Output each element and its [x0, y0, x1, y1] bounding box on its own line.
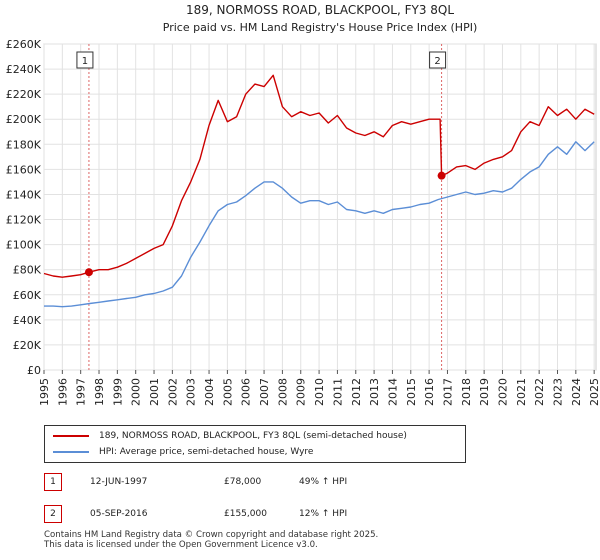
x-tick-label: 2025 [588, 378, 600, 406]
gridlines [43, 43, 596, 371]
x-tick-label: 2003 [185, 378, 198, 406]
y-tick-label: £160K [6, 163, 42, 176]
x-tick-label: 2006 [240, 378, 253, 406]
y-tick-label: £60K [13, 289, 42, 302]
y-tick-label: £260K [6, 38, 42, 51]
property-price-line [43, 74, 595, 278]
x-tick-label: 1998 [93, 378, 106, 406]
x-tick-label: 2020 [496, 378, 509, 406]
sale-point [84, 268, 93, 277]
x-tick-label: 1995 [38, 378, 51, 406]
x-tick-label: 2007 [258, 378, 271, 406]
marker-badge [429, 51, 447, 69]
y-tick-label: £20K [13, 339, 42, 352]
x-tick-label: 2022 [533, 378, 546, 406]
plot-frame [43, 43, 597, 371]
footer: Contains HM Land Registry data © Crown c… [44, 530, 378, 550]
y-tick-label: £240K [6, 63, 42, 76]
x-tick-label: 1997 [75, 378, 88, 406]
transaction-date: 05-SEP-2016 [90, 509, 148, 519]
x-tick-label: 2000 [130, 378, 143, 406]
footer-line-2: This data is licensed under the Open Gov… [44, 540, 318, 550]
x-axis: 1995 1996 1997 1998 1999 2000 2001 2002 2003 2004… [38, 370, 600, 406]
x-tick-label: 2016 [423, 378, 436, 406]
x-tick-label: 2024 [570, 378, 583, 406]
x-tick-label: 2004 [203, 378, 216, 406]
transaction-date: 12-JUN-1997 [90, 477, 148, 487]
x-tick-label: 2005 [221, 378, 234, 406]
y-axis: £0 £20K £40K £60K £80K £100K £120K £140K £160K £1… [6, 38, 42, 377]
legend: 189, NORMOSS ROAD, BLACKPOOL, FY3 8QL (s… [44, 425, 466, 463]
y-tick-label: £220K [6, 88, 42, 101]
legend-item-property: 189, NORMOSS ROAD, BLACKPOOL, FY3 8QL (s… [53, 428, 407, 444]
legend-swatch-blue [53, 450, 89, 453]
x-tick-label: 2015 [405, 378, 418, 406]
marker-badge-label: 2 [434, 56, 440, 67]
legend-swatch-red [53, 434, 89, 437]
x-tick-label: 2012 [350, 378, 363, 406]
legend-label-property: 189, NORMOSS ROAD, BLACKPOOL, FY3 8QL (s… [99, 431, 407, 441]
x-tick-label: 2017 [441, 378, 454, 406]
sale-points [84, 171, 446, 277]
transaction-badge: 1 [44, 473, 62, 491]
plot-area [43, 43, 597, 371]
y-tick-label: £40K [13, 314, 42, 327]
x-tick-label: 2008 [276, 378, 289, 406]
transaction-price: £155,000 [224, 509, 267, 519]
marker-badge-label: 1 [82, 56, 88, 67]
chart-title: 189, NORMOSS ROAD, BLACKPOOL, FY3 8QL [186, 3, 454, 17]
x-tick-label: 2001 [148, 378, 161, 406]
x-tick-label: 2002 [166, 378, 179, 406]
y-tick-label: £180K [6, 138, 42, 151]
x-tick-label: 1996 [56, 378, 69, 406]
y-tick-label: £100K [6, 239, 42, 252]
x-tick-label: 2023 [551, 378, 564, 406]
series-lines [43, 74, 595, 308]
price-chart: 189, NORMOSS ROAD, BLACKPOOL, FY3 8QL Pr… [6, 3, 600, 406]
x-tick-label: 2010 [313, 378, 326, 406]
footer-line-1: Contains HM Land Registry data © Crown c… [44, 530, 379, 540]
y-tick-label: £140K [6, 188, 42, 201]
transaction-price: £78,000 [224, 477, 262, 487]
y-tick-label: £200K [6, 113, 42, 126]
x-tick-label: 2019 [478, 378, 491, 406]
x-tick-label: 2014 [386, 378, 399, 406]
chart-subtitle: Price paid vs. HM Land Registry's House … [163, 21, 478, 34]
sale-point [437, 171, 446, 180]
marker-badge [76, 51, 94, 69]
y-tick-label: £120K [6, 214, 42, 227]
x-tick-label: 2011 [331, 378, 344, 406]
transaction-badge: 2 [44, 505, 62, 523]
legend-item-hpi: HPI: Average price, semi-detached house,… [53, 444, 313, 460]
transaction-hpi: 49% ↑ HPI [299, 477, 348, 487]
legend-label-hpi: HPI: Average price, semi-detached house,… [99, 447, 314, 457]
x-tick-label: 2009 [295, 378, 308, 406]
x-tick-label: 2021 [515, 378, 528, 406]
x-tick-label: 2013 [368, 378, 381, 406]
x-tick-label: 2018 [460, 378, 473, 406]
y-tick-label: £80K [13, 264, 42, 277]
hpi-line [44, 141, 595, 308]
transaction-hpi: 12% ↑ HPI [299, 509, 348, 519]
x-tick-label: 1999 [111, 378, 124, 406]
y-tick-label: £0 [27, 364, 41, 377]
